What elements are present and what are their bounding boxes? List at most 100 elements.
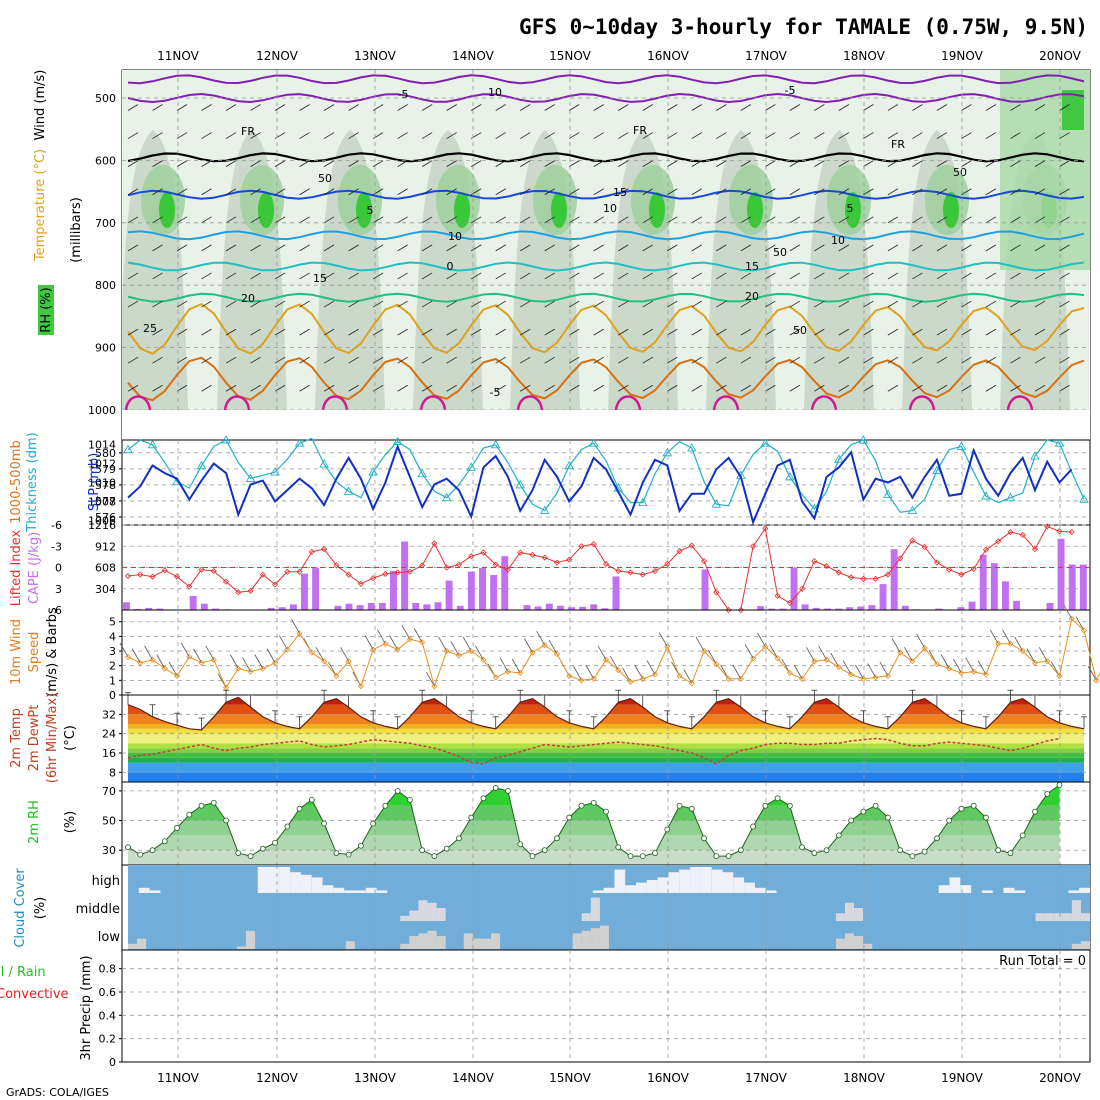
cape-bar	[523, 605, 531, 610]
cape-bar	[289, 604, 297, 610]
wind-barb	[201, 216, 212, 224]
wind-barb	[519, 132, 531, 139]
thickness-line	[127, 437, 1085, 513]
wind-barb	[127, 160, 139, 167]
wind-barb	[274, 300, 286, 308]
wind-barb	[1010, 132, 1021, 139]
wind-barb	[250, 356, 261, 364]
rh-axis-label: RH (%)	[39, 287, 54, 332]
wind-barb	[642, 216, 653, 224]
wind-barb	[397, 188, 408, 196]
wind-barb	[667, 132, 678, 139]
isotherm-30-arc	[614, 395, 642, 411]
li-marker	[259, 571, 266, 578]
wind-barb	[961, 356, 972, 364]
wind-barb	[936, 244, 948, 252]
wind-barb	[593, 160, 604, 167]
wind-barb	[348, 356, 359, 364]
date-label-bottom: 15NOV	[549, 1071, 591, 1085]
chart-title: GFS 0~10day 3-hourly for TAMALE (0.75W, …	[519, 15, 1088, 39]
wind-barb	[863, 244, 874, 252]
rh-marker	[713, 853, 720, 860]
rh-marker	[443, 845, 450, 852]
rh-panel: 70 50 30 2m RH (%)	[27, 781, 1091, 866]
wind-barb	[961, 216, 972, 224]
wind-barb	[127, 328, 139, 336]
wind-barb	[152, 244, 163, 252]
cape-bar	[979, 554, 987, 610]
contour-label: -5	[398, 88, 409, 101]
wind-marker	[272, 659, 279, 666]
thickness-marker	[858, 435, 869, 444]
cloud-bar-middle	[581, 913, 591, 921]
wind-barb	[1010, 300, 1021, 308]
wind-barb	[1026, 648, 1036, 663]
wind-barb	[1010, 384, 1021, 392]
cloud-bar-low	[245, 930, 256, 949]
wind-barb	[470, 216, 482, 224]
wind-barb	[716, 244, 727, 252]
date-label-bottom: 11NOV	[157, 1071, 199, 1085]
li-marker	[394, 569, 401, 576]
contour-label: 15	[613, 186, 627, 199]
li-marker	[1044, 523, 1051, 530]
li-marker	[590, 541, 597, 548]
li-tick-label: -6	[51, 519, 62, 532]
cape-bar	[545, 603, 553, 610]
contour-label: 0	[447, 260, 454, 273]
rh-high-blob	[845, 192, 861, 228]
cape-bar	[301, 573, 308, 610]
cloud-bar-low	[400, 943, 410, 949]
wind-barb	[1059, 300, 1070, 308]
cape-bar	[490, 575, 498, 610]
wind-barb	[152, 216, 163, 224]
thickness-marker	[932, 465, 942, 474]
cape-bar	[412, 603, 420, 610]
cloud-unit-label: (%)	[33, 897, 48, 920]
rh-marker	[1044, 790, 1051, 797]
wind-barb	[348, 188, 359, 196]
rh-marker	[296, 805, 303, 812]
wind-barb	[299, 216, 310, 224]
isotherm-30-arc	[1006, 395, 1034, 411]
wind-barb	[789, 300, 801, 308]
wind-barb	[618, 244, 629, 252]
wind-barb	[323, 384, 335, 392]
wind-barb	[397, 272, 408, 280]
rh-band	[128, 790, 1060, 806]
rh-marker	[149, 847, 156, 854]
wind-barb	[152, 272, 163, 280]
cape-bar	[356, 605, 364, 610]
wind-tick-label: 2	[109, 660, 116, 673]
cloud-bar-middle	[1053, 913, 1063, 921]
wind-barb	[446, 160, 457, 167]
wind-barb	[127, 272, 139, 280]
cloud-bar-low	[590, 928, 600, 949]
thickness-marker	[981, 491, 991, 500]
rh-tick-label: 50	[102, 815, 116, 828]
rh-marker	[517, 841, 524, 848]
date-label-top: 13NOV	[354, 49, 396, 63]
wind-barb	[323, 160, 335, 167]
date-label-bottom: 20NOV	[1039, 1071, 1081, 1085]
thickness-marker	[270, 467, 280, 476]
wind-barb	[863, 104, 874, 111]
wind-barb	[470, 300, 482, 308]
surface-gap	[122, 410, 1090, 440]
cape-bar	[990, 563, 998, 610]
wind-barb	[789, 216, 801, 224]
wind-barb	[397, 132, 408, 139]
rh-marker	[210, 799, 217, 806]
cloud-bar-middle	[590, 897, 600, 921]
wind-barb	[127, 300, 139, 308]
wind-barb	[1034, 356, 1046, 364]
wind-barb	[740, 272, 752, 280]
wind-barb	[569, 300, 580, 308]
wind-barb	[421, 244, 433, 252]
wind-barb	[912, 132, 923, 139]
wind-barb	[421, 188, 433, 196]
precip-tick-label: 0	[109, 1056, 116, 1069]
rh-marker	[161, 838, 168, 845]
wind-barb	[912, 160, 923, 167]
contour-label: 5	[847, 202, 854, 215]
